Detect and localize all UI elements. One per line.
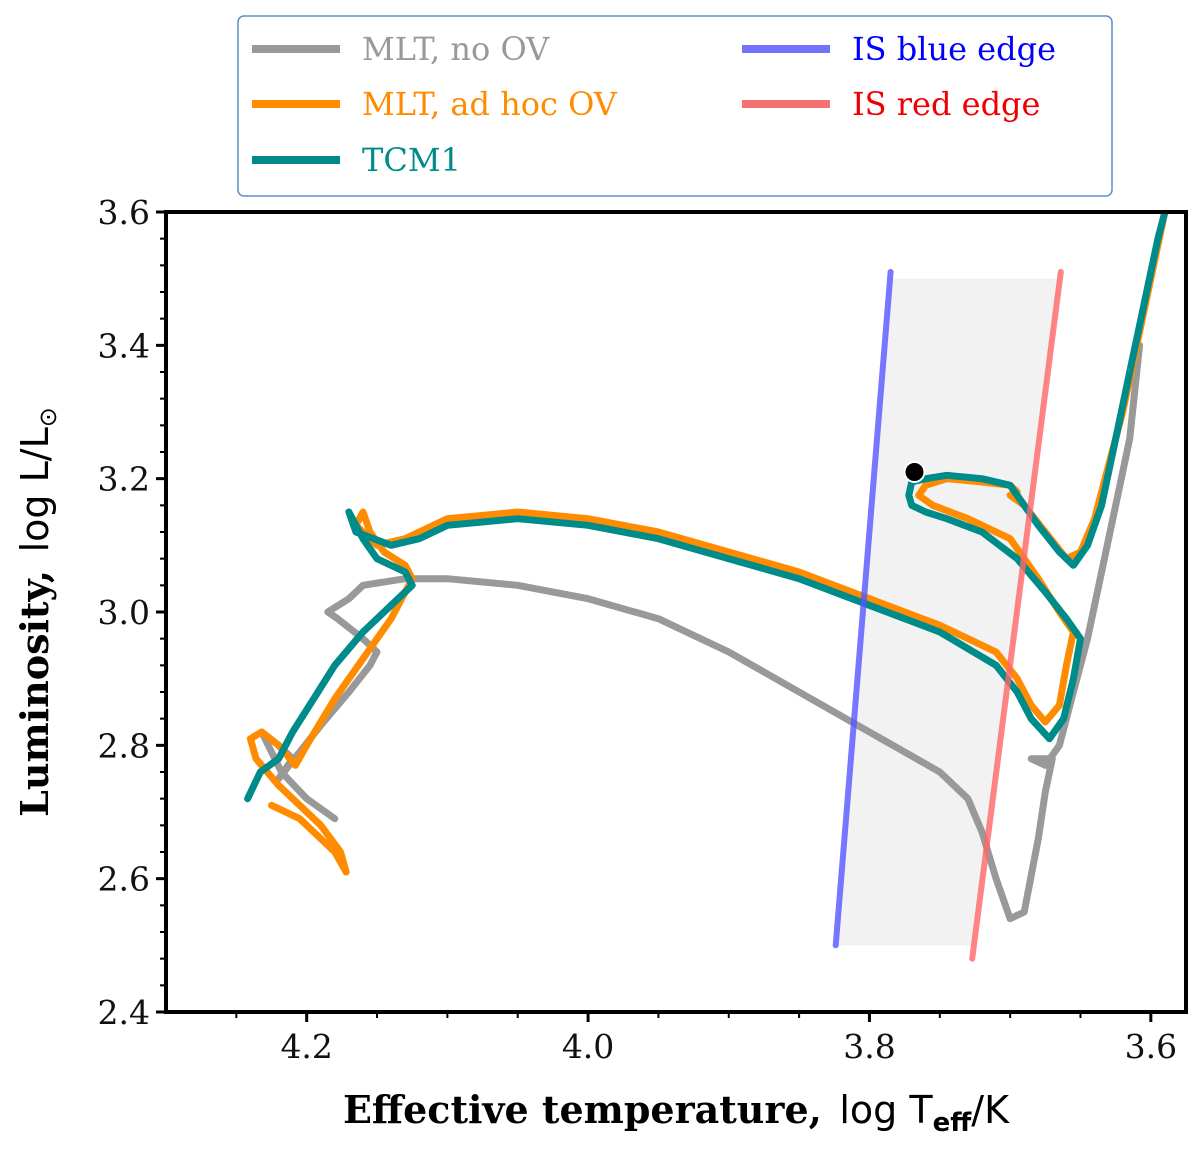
legend-label-mlt-no-ov: MLT, no OV — [362, 30, 550, 68]
x-axis-title-text: Effective temperature, — [343, 1087, 822, 1132]
legend-label-is-blue-edge: IS blue edge — [852, 30, 1056, 68]
y-axis-title-sub: ⊙ — [34, 407, 62, 427]
series-line-tcm1 — [244, 212, 1169, 803]
legend-label-mlt-ad-hoc-ov: MLT, ad hoc OV — [362, 85, 618, 123]
legend-entry-mlt-ad-hoc-ov: MLT, ad hoc OV — [252, 85, 618, 123]
x-axis-title-unit: /K — [971, 1088, 1010, 1132]
y-tick-label: 3.0 — [98, 593, 150, 632]
legend-entry-is-red-edge: IS red edge — [742, 85, 1040, 123]
series-line-is-red-edge — [969, 269, 1064, 962]
x-tick-label: 4.2 — [280, 1027, 332, 1066]
legend-entry-tcm1: TCM1 — [252, 141, 461, 179]
x-tick-label: 3.8 — [843, 1027, 895, 1066]
y-tick-label: 3.2 — [98, 460, 150, 499]
y-axis-title: Luminosity, log L/L⊙ — [12, 407, 62, 817]
axes: 2.4 2.6 2.8 3.0 3.2 3.4 3.6 4.2 4.0 3.8 3.6 — [98, 193, 1188, 1066]
x-axis-title-math: log T — [839, 1088, 933, 1132]
legend-label-tcm1: TCM1 — [362, 141, 461, 179]
instability-strip-region — [835, 278, 1061, 946]
y-axis-title-text: Luminosity, — [12, 570, 57, 817]
y-tick-label: 3.4 — [98, 326, 150, 365]
legend-frame — [237, 15, 1113, 197]
current-model-marker — [903, 461, 926, 483]
x-axis-title: Effective temperature, log Teff/K — [343, 1087, 1010, 1138]
legend-entry-mlt-no-ov: MLT, no OV — [252, 30, 550, 68]
series-line-is-blue-edge — [832, 269, 894, 949]
legend: MLT, no OV IS blue edge MLT, ad hoc OV I… — [237, 15, 1113, 197]
x-tick-label: 3.6 — [1125, 1027, 1177, 1066]
y-tick-label: 2.4 — [98, 993, 150, 1032]
x-axis-title-sub: eff — [933, 1108, 973, 1138]
y-axis-title-math: log L/L — [13, 427, 57, 552]
y-tick-label: 3.6 — [98, 193, 150, 232]
plot-area — [244, 212, 1169, 962]
legend-label-is-red-edge: IS red edge — [852, 85, 1040, 123]
series-line-mlt-no-ov — [258, 341, 1144, 923]
x-tick-label: 4.0 — [562, 1027, 614, 1066]
legend-entry-is-blue-edge: IS blue edge — [742, 30, 1056, 68]
y-tick-label: 2.8 — [98, 726, 150, 765]
y-tick-label: 2.6 — [98, 860, 150, 899]
